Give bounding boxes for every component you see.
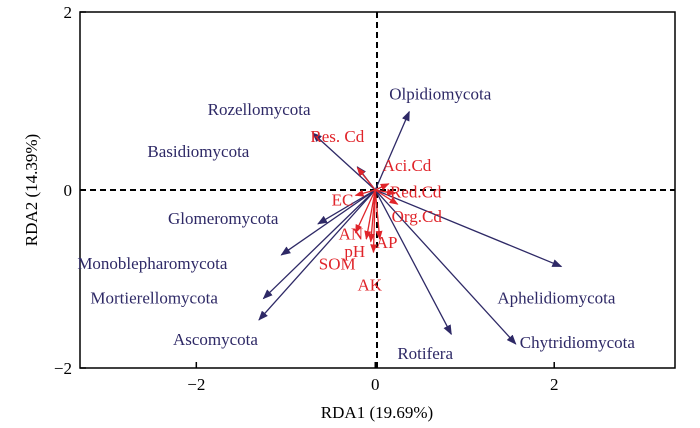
species-label-basidiomycota: Basidiomycota [147, 142, 249, 161]
species-arrow-glomeromycota [317, 189, 376, 225]
env-arrow-ec [354, 189, 376, 197]
env-label-som: SOM [319, 255, 356, 274]
y-tick-label: 0 [64, 181, 73, 200]
env-arrow-org-cd [374, 189, 399, 205]
env-arrow-red-cd [375, 188, 396, 196]
species-label-mortierellomycota: Mortierellomycota [90, 289, 218, 308]
species-label-chytridiomycota: Chytridiomycota [520, 333, 636, 352]
env-arrow-ph [364, 189, 376, 240]
species-label-aphelidiomycota: Aphelidiomycota [497, 289, 615, 308]
env-label-ak: AK [357, 275, 382, 294]
species-arrow-aphelidiomycota [375, 189, 563, 268]
species-label-rotifera: Rotifera [397, 344, 453, 363]
species-label-monoblepharomycota: Monoblepharomycota [77, 254, 228, 273]
axis-ticks: −2 0 2 −2 0 2 [54, 3, 559, 394]
species-arrow-monoblepharomycota [280, 189, 376, 256]
species-arrow-chytridiomycota [374, 189, 517, 345]
species-label-olpidiomycota: Olpidiomycota [389, 85, 491, 104]
env-label-ec: EC [332, 190, 354, 209]
env-label-ph: pH [344, 242, 365, 261]
species-arrow-mortierellomycota [262, 189, 376, 300]
env-label-an: AN [339, 225, 364, 244]
env-label-red-cd: Red.Cd [390, 183, 442, 202]
x-tick-label: −2 [187, 375, 205, 394]
species-label-ascomycota: Ascomycota [173, 330, 258, 349]
species-label-rozellomycota: Rozellomycota [208, 100, 311, 119]
y-tick-label: 2 [64, 3, 73, 22]
x-tick-label: 2 [550, 375, 559, 394]
species-label-glomeromycota: Glomeromycota [168, 209, 279, 228]
species-arrow-olpidiomycota [374, 110, 410, 191]
env-label-aci-cd: Aci.Cd [383, 156, 432, 175]
x-axis-title: RDA1 (19.69%) [321, 403, 433, 422]
x-tick-label: 0 [371, 375, 380, 394]
species-arrow-ascomycota [258, 189, 376, 321]
env-arrow-aci-cd [374, 183, 390, 191]
env-arrow-ap [374, 189, 383, 240]
y-tick-label: −2 [54, 359, 72, 378]
species-arrows [258, 110, 563, 345]
env-label-res-cd: Res. Cd [310, 127, 364, 146]
y-axis-title: RDA2 (14.39%) [22, 134, 41, 246]
environment-arrows [354, 166, 399, 254]
arrow-labels: Olpidiomycota Rozellomycota Basidiomycota G… [77, 85, 636, 363]
species-arrow-rotifera [374, 189, 452, 336]
env-arrow-res-cd [356, 166, 376, 191]
env-arrow-an [354, 189, 376, 234]
env-label-org-cd: Org.Cd [392, 207, 443, 226]
species-arrow-rozellomycota [311, 132, 376, 191]
env-label-ap: AP [376, 233, 398, 252]
env-arrow-ak [370, 189, 378, 254]
